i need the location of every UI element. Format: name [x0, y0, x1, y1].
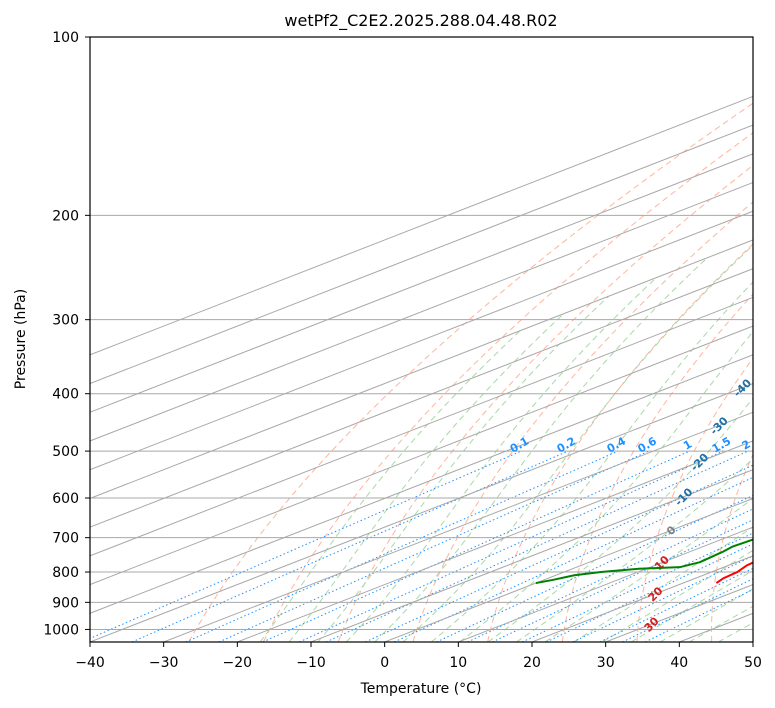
isotherm-line [90, 268, 753, 528]
mixing-ratio-line [492, 519, 753, 642]
dry-adiabat [487, 243, 753, 642]
isotherm-line [90, 210, 753, 471]
isotherm-line [237, 440, 753, 642]
isotherm-line [90, 181, 753, 442]
dry-adiabat [561, 293, 753, 642]
mixing-ratio-line [131, 450, 569, 642]
y-tick-label: 700 [52, 531, 79, 547]
x-tick-label: −10 [296, 655, 326, 671]
isotherm-line [90, 325, 753, 586]
moist-adiabat [630, 569, 753, 642]
y-tick-label: 500 [52, 444, 79, 460]
y-tick-label: 900 [52, 595, 79, 611]
moist-adiabat [374, 257, 708, 642]
x-tick-label: −40 [75, 655, 105, 671]
y-tick-marks [85, 36, 90, 630]
mixing-ratio-line [365, 464, 753, 642]
chart-title: wetPf2_C2E2.2025.288.04.48.R02 [284, 11, 557, 31]
isotherm-line [310, 469, 753, 642]
x-axis: −40 −30 −20 −10 0 10 20 30 40 50 [75, 642, 762, 671]
isotherm-line [90, 296, 753, 557]
y-tick-label: 200 [52, 208, 79, 224]
plot-frame [89, 36, 754, 643]
x-tick-label: 30 [597, 655, 615, 671]
y-tick-label: 100 [52, 30, 79, 46]
x-tick-label: 40 [670, 655, 688, 671]
x-tick-label: −20 [223, 655, 253, 671]
isotherm-line [90, 153, 753, 413]
y-axis: 100 200 300 400 500 600 700 800 900 1000 [43, 30, 90, 638]
x-tick-label: 0 [380, 655, 389, 671]
dry-adiabat [263, 132, 753, 642]
y-tick-label: 300 [52, 313, 79, 329]
isotherms [90, 95, 753, 642]
isotherm-line [458, 526, 753, 642]
moist-adiabat [259, 331, 520, 642]
y-tick-label: 1000 [43, 622, 79, 638]
x-axis-label: Temperature (°C) [360, 681, 482, 697]
isotherm-line [90, 239, 753, 499]
y-tick-label: 400 [52, 387, 79, 403]
isotherm-line [163, 411, 753, 642]
moist-adiabat [659, 588, 753, 642]
x-tick-label: −30 [149, 655, 179, 671]
mixing-ratio-line [644, 588, 753, 642]
x-tick-label: 10 [449, 655, 467, 671]
y-tick-label: 800 [52, 565, 79, 581]
isotherm-line [90, 95, 753, 356]
x-tick-marks [89, 642, 754, 647]
isotherm-line [384, 497, 753, 642]
dry-adiabat [188, 102, 753, 642]
mixing-ratio-line [393, 476, 753, 642]
pressure-gridlines [90, 37, 753, 630]
moist-adiabat [402, 244, 753, 642]
dry-adiabat [412, 201, 753, 642]
mixing-ratio-line [262, 450, 690, 642]
isotherm-line [90, 354, 753, 614]
y-tick-label: 600 [52, 491, 79, 507]
x-tick-label: 20 [523, 655, 541, 671]
mixing-ratio-line [299, 450, 724, 642]
isotherm-line [90, 382, 753, 642]
moist-adiabat [288, 314, 564, 642]
x-tick-label: 50 [744, 655, 762, 671]
moist-adiabat [317, 295, 609, 642]
y-axis-label: Pressure (hPa) [13, 289, 29, 389]
isotherm-line [90, 124, 753, 385]
dry-adiabat [337, 164, 753, 642]
dry-adiabat [711, 453, 753, 642]
dry-adiabats [188, 102, 753, 642]
moist-adiabat [431, 281, 753, 642]
moist-adiabat [459, 330, 753, 642]
mixing-ratio-line [599, 567, 753, 642]
mixing-ratio-line [325, 450, 749, 642]
mixing-ratio-lines [90, 450, 753, 642]
moist-adiabat [544, 497, 753, 642]
moist-adiabat [602, 549, 753, 642]
